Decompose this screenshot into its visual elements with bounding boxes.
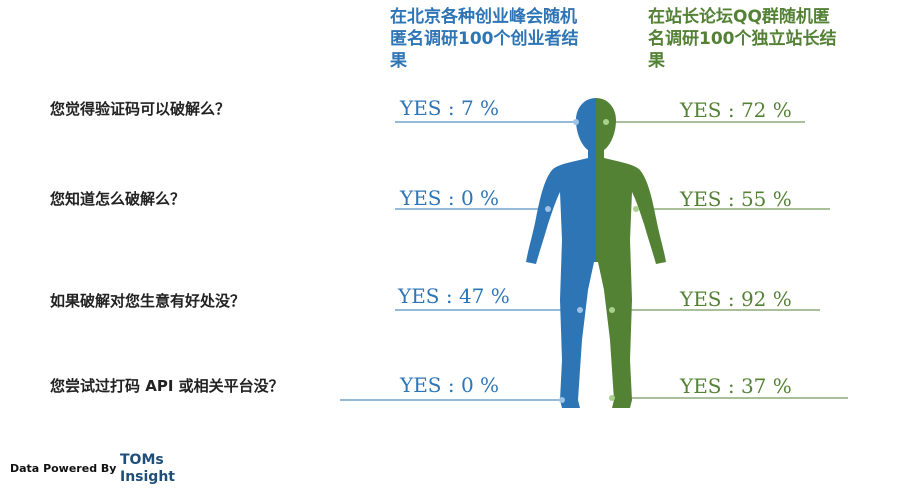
series-right-header: 在站长论坛QQ群随机匿名调研100个独立站长结果 — [648, 7, 837, 71]
right-leader-dot-2 — [633, 206, 639, 212]
right-leader-dot-3 — [609, 307, 615, 313]
left-value-2: YES : 0 % — [400, 186, 500, 210]
left-value-4: YES : 0 % — [400, 373, 500, 397]
question-4: 您尝试过打码 API 或相关平台没？ — [50, 377, 284, 395]
right-leader-dot-4 — [609, 395, 615, 401]
right-value-4: YES : 37 % — [680, 374, 792, 398]
question-1: 您觉得验证码可以破解么？ — [50, 100, 231, 118]
left-leader-dot-2 — [545, 206, 551, 212]
left-leader-dot-4 — [559, 397, 565, 403]
left-leader-dot-3 — [577, 307, 583, 313]
question-2: 您知道怎么破解么？ — [50, 190, 186, 208]
right-leader-dot-1 — [603, 119, 609, 125]
right-value-2: YES : 55 % — [680, 187, 792, 211]
right-value-1: YES : 72 % — [680, 98, 792, 122]
question-3: 如果破解对您生意有好处没？ — [50, 292, 246, 310]
human-figure-right-half — [596, 98, 666, 408]
footer-label: Data Powered By — [10, 462, 117, 475]
right-value-3: YES : 92 % — [680, 287, 792, 311]
left-value-1: YES : 7 % — [400, 96, 500, 120]
left-leader-dot-1 — [573, 119, 579, 125]
footer-brand-logo: TOMs Insight — [120, 452, 175, 485]
left-value-3: YES : 47 % — [398, 284, 510, 308]
series-left-header: 在北京各种创业峰会随机匿名调研100个创业者结果 — [390, 7, 579, 71]
